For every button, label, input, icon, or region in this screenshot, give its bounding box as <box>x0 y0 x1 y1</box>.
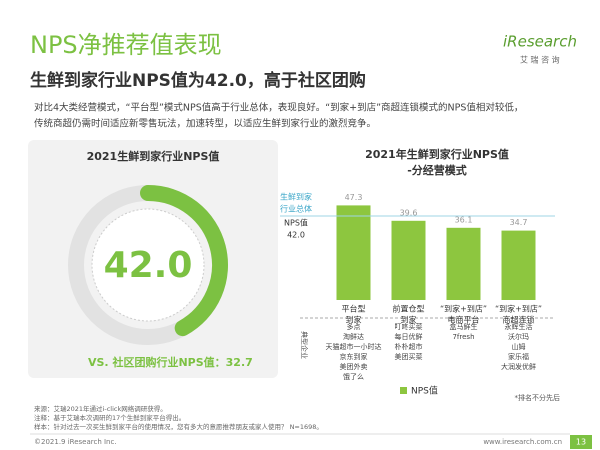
chart-title: 2021生鲜到家行业NPS值 <box>87 149 220 163</box>
company: 大润发优鲜 <box>501 362 536 371</box>
bar <box>446 227 481 300</box>
slide-title: NPS净推荐值表现 <box>30 31 222 59</box>
company: 朴朴超市 <box>395 342 423 351</box>
copyright: ©2021.9 iResearch Inc. <box>34 438 117 446</box>
reference-label: 生鲜到家 <box>280 192 312 202</box>
category-label: 前置仓型 <box>393 304 425 314</box>
slide-subtitle: 生鲜到家行业NPS值为42.0，高于社区团购 <box>30 70 366 91</box>
logo-cn: 艾 瑞 咨 询 <box>520 55 560 65</box>
footnote: 来源：艾瑞2021年通过i-click网络调研获得。 <box>34 404 167 413</box>
legend-swatch <box>400 387 407 394</box>
value-label: 47.3 <box>345 193 363 202</box>
category-label: “到家+到店” <box>440 304 487 314</box>
comparison: VS. 社区团购行业NPS值：32.7 <box>88 355 253 369</box>
value-label: 36.1 <box>455 215 473 224</box>
company: 天猫超市一小时达 <box>326 342 382 351</box>
company: 家乐福 <box>508 352 529 361</box>
company: 多点 <box>347 322 361 331</box>
company: 7fresh <box>452 333 474 341</box>
company: 永辉生活 <box>505 322 533 331</box>
company: 淘鲜达 <box>343 332 364 341</box>
reference-label: 行业总体 <box>280 204 312 214</box>
note: *排名不分先后 <box>515 393 561 402</box>
company: 山姆 <box>512 342 526 351</box>
company: 饿了么 <box>343 372 364 381</box>
bar <box>501 230 536 300</box>
category-label: “到家+到店” <box>495 304 542 314</box>
chart-title: -分经营模式 <box>407 163 467 177</box>
value-label: 34.7 <box>510 218 528 227</box>
reference-value: 42.0 <box>287 231 305 240</box>
company: 沃尔玛 <box>508 332 529 341</box>
company: 美团外卖 <box>340 362 368 371</box>
gauge-arc <box>140 185 228 337</box>
bar <box>391 220 426 300</box>
company: 盒马鲜生 <box>450 322 478 331</box>
category-label: 平台型 <box>342 304 366 314</box>
gauge-value: 42.0 <box>104 245 193 286</box>
category-label: 到家 <box>401 315 417 325</box>
company: 京东到家 <box>340 352 368 361</box>
company: 每日优鲜 <box>395 332 423 341</box>
page-number: 13 <box>576 438 586 447</box>
legend-label: NPS值 <box>411 385 438 397</box>
reference-label: NPS值 <box>284 218 308 228</box>
category-label: 商超连锁 <box>503 315 535 325</box>
category-label: 到家 <box>346 315 362 325</box>
page-badge <box>570 435 592 449</box>
companies-label: 典型企业 <box>300 331 309 359</box>
description-line: 传统商超仍需时间适应新零售玩法，加速转型，以适应生鲜到家行业的激烈竞争。 <box>34 118 376 130</box>
description-line: 对比4大类经营模式，“平台型”模式NPS值高于行业总体，表现良好。“到家+到店”… <box>34 102 523 114</box>
chart-title: 2021年生鲜到家行业NPS值 <box>365 147 509 161</box>
gauge-inner <box>91 208 205 322</box>
category-label: 电商平台 <box>448 315 480 325</box>
bar <box>336 205 371 300</box>
value-label: 39.6 <box>400 208 418 217</box>
company: 叮咚买菜 <box>395 322 423 331</box>
company: 美团买菜 <box>395 352 423 361</box>
footnote: 样本：针对过去一次买生鲜到家平台的使用情况，您有多大的意愿推荐朋友或家人使用？ … <box>34 422 323 431</box>
logo-brand: iResearch <box>503 33 577 51</box>
footnote: 注释：基于艾瑞本次调研的17个生鲜到家平台得出。 <box>34 413 185 422</box>
url: www.iresearch.com.cn <box>483 438 562 446</box>
